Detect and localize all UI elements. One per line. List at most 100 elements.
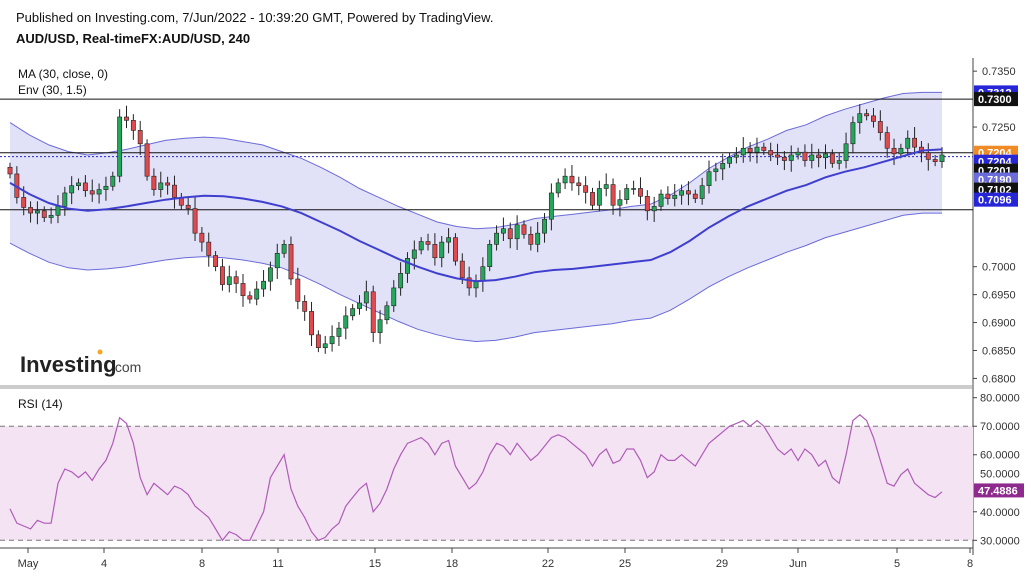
candle [34, 201, 40, 225]
candle [727, 152, 732, 168]
time-tick-label: May [18, 558, 39, 570]
candle [76, 178, 81, 191]
candle [850, 116, 856, 154]
candle [302, 295, 308, 321]
candle [788, 145, 794, 172]
candle [89, 179, 95, 202]
candle [158, 171, 164, 198]
candle [377, 310, 383, 344]
candle [28, 201, 33, 223]
candle [398, 262, 404, 296]
candle [329, 325, 335, 352]
horizontal-levels [0, 98, 973, 211]
candle [233, 270, 239, 293]
candle [432, 233, 438, 266]
price-tick-label: 0.6950 [982, 290, 1016, 302]
candle [267, 261, 273, 291]
candle [357, 295, 362, 315]
env-indicator-label[interactable]: Env (30, 1.5) [18, 83, 87, 97]
rsi-tick-label: 60.0000 [980, 450, 1020, 462]
candle [288, 236, 294, 286]
time-tick-label: Jun [789, 558, 807, 570]
svg-text:47.4886: 47.4886 [978, 485, 1018, 497]
candle [925, 143, 931, 171]
candle [884, 126, 890, 158]
candle [309, 301, 314, 347]
candle [281, 239, 287, 258]
ma-indicator-label[interactable]: MA (30, close, 0) [18, 67, 108, 81]
candle [384, 301, 390, 325]
candle [548, 183, 554, 231]
logo-dot-icon [97, 349, 103, 355]
candle [494, 225, 499, 251]
symbol-title: AUD/USD, Real-timeFX:AUD/USD, 240 [16, 31, 251, 46]
candle [315, 330, 321, 353]
time-tick-label: 11 [272, 558, 283, 570]
candle [172, 175, 177, 209]
candle [775, 143, 780, 166]
candle [802, 144, 808, 167]
candle [864, 109, 870, 121]
candle [165, 176, 171, 195]
rsi-tick-label: 30.0000 [980, 535, 1020, 547]
envelope-upper-line [9, 91, 942, 230]
candle [82, 175, 88, 197]
envelope-band [10, 92, 942, 342]
rsi-value-tag: 47.4886 [974, 483, 1024, 498]
candle [665, 186, 671, 205]
time-tick-label: 5 [894, 558, 900, 570]
candle [254, 281, 260, 306]
candle [754, 137, 760, 164]
price-axis-ticks: 0.7350 0.7250 0.7000 0.6950 0.6900 0.6850 0.68… [973, 66, 1016, 385]
candle [596, 180, 602, 212]
time-tick-label: 29 [716, 558, 728, 570]
candle [699, 177, 705, 205]
price-tick-label: 0.7350 [982, 66, 1016, 78]
candle [733, 147, 739, 164]
price-tick-label: 0.6800 [982, 373, 1016, 385]
candle [857, 104, 863, 134]
candle [576, 176, 582, 196]
candle [370, 285, 376, 343]
rsi-tick-label: 50.0000 [980, 468, 1020, 480]
candle [590, 187, 595, 210]
envelope-lower-line [9, 212, 942, 343]
candle [795, 147, 801, 160]
candle [220, 258, 225, 291]
time-tick-label: 25 [619, 558, 631, 570]
candle [199, 227, 205, 252]
candle [692, 189, 698, 204]
candle [453, 233, 458, 266]
time-tick-label: 8 [199, 558, 205, 570]
candle [781, 151, 787, 171]
candle [240, 273, 246, 307]
candle [192, 197, 198, 241]
candle [871, 108, 876, 128]
candle [829, 149, 835, 168]
rsi-tick-label: 70.0000 [980, 421, 1020, 433]
candle [747, 142, 753, 162]
moving-average-line [9, 148, 943, 283]
candle [130, 114, 136, 140]
rsi-indicator-label[interactable]: RSI (14) [18, 397, 63, 411]
candle [583, 176, 589, 204]
candle [226, 265, 232, 293]
candle [7, 162, 13, 179]
candle [562, 168, 568, 190]
price-tick-label: 0.7000 [982, 262, 1016, 274]
candle [816, 148, 822, 168]
price-tags: 0.73120.73000.72040.72040.72010.71900.71… [974, 85, 1018, 207]
candle [555, 178, 561, 198]
candle [62, 186, 68, 216]
candle [761, 142, 767, 155]
candle [638, 177, 643, 205]
rsi-tick-label: 80.0000 [980, 393, 1020, 405]
candle [672, 184, 678, 207]
candle [679, 184, 685, 205]
candle [617, 190, 623, 217]
candle [48, 207, 54, 224]
time-tick-label: 15 [369, 558, 381, 570]
candle [69, 176, 75, 205]
candle [405, 252, 410, 283]
